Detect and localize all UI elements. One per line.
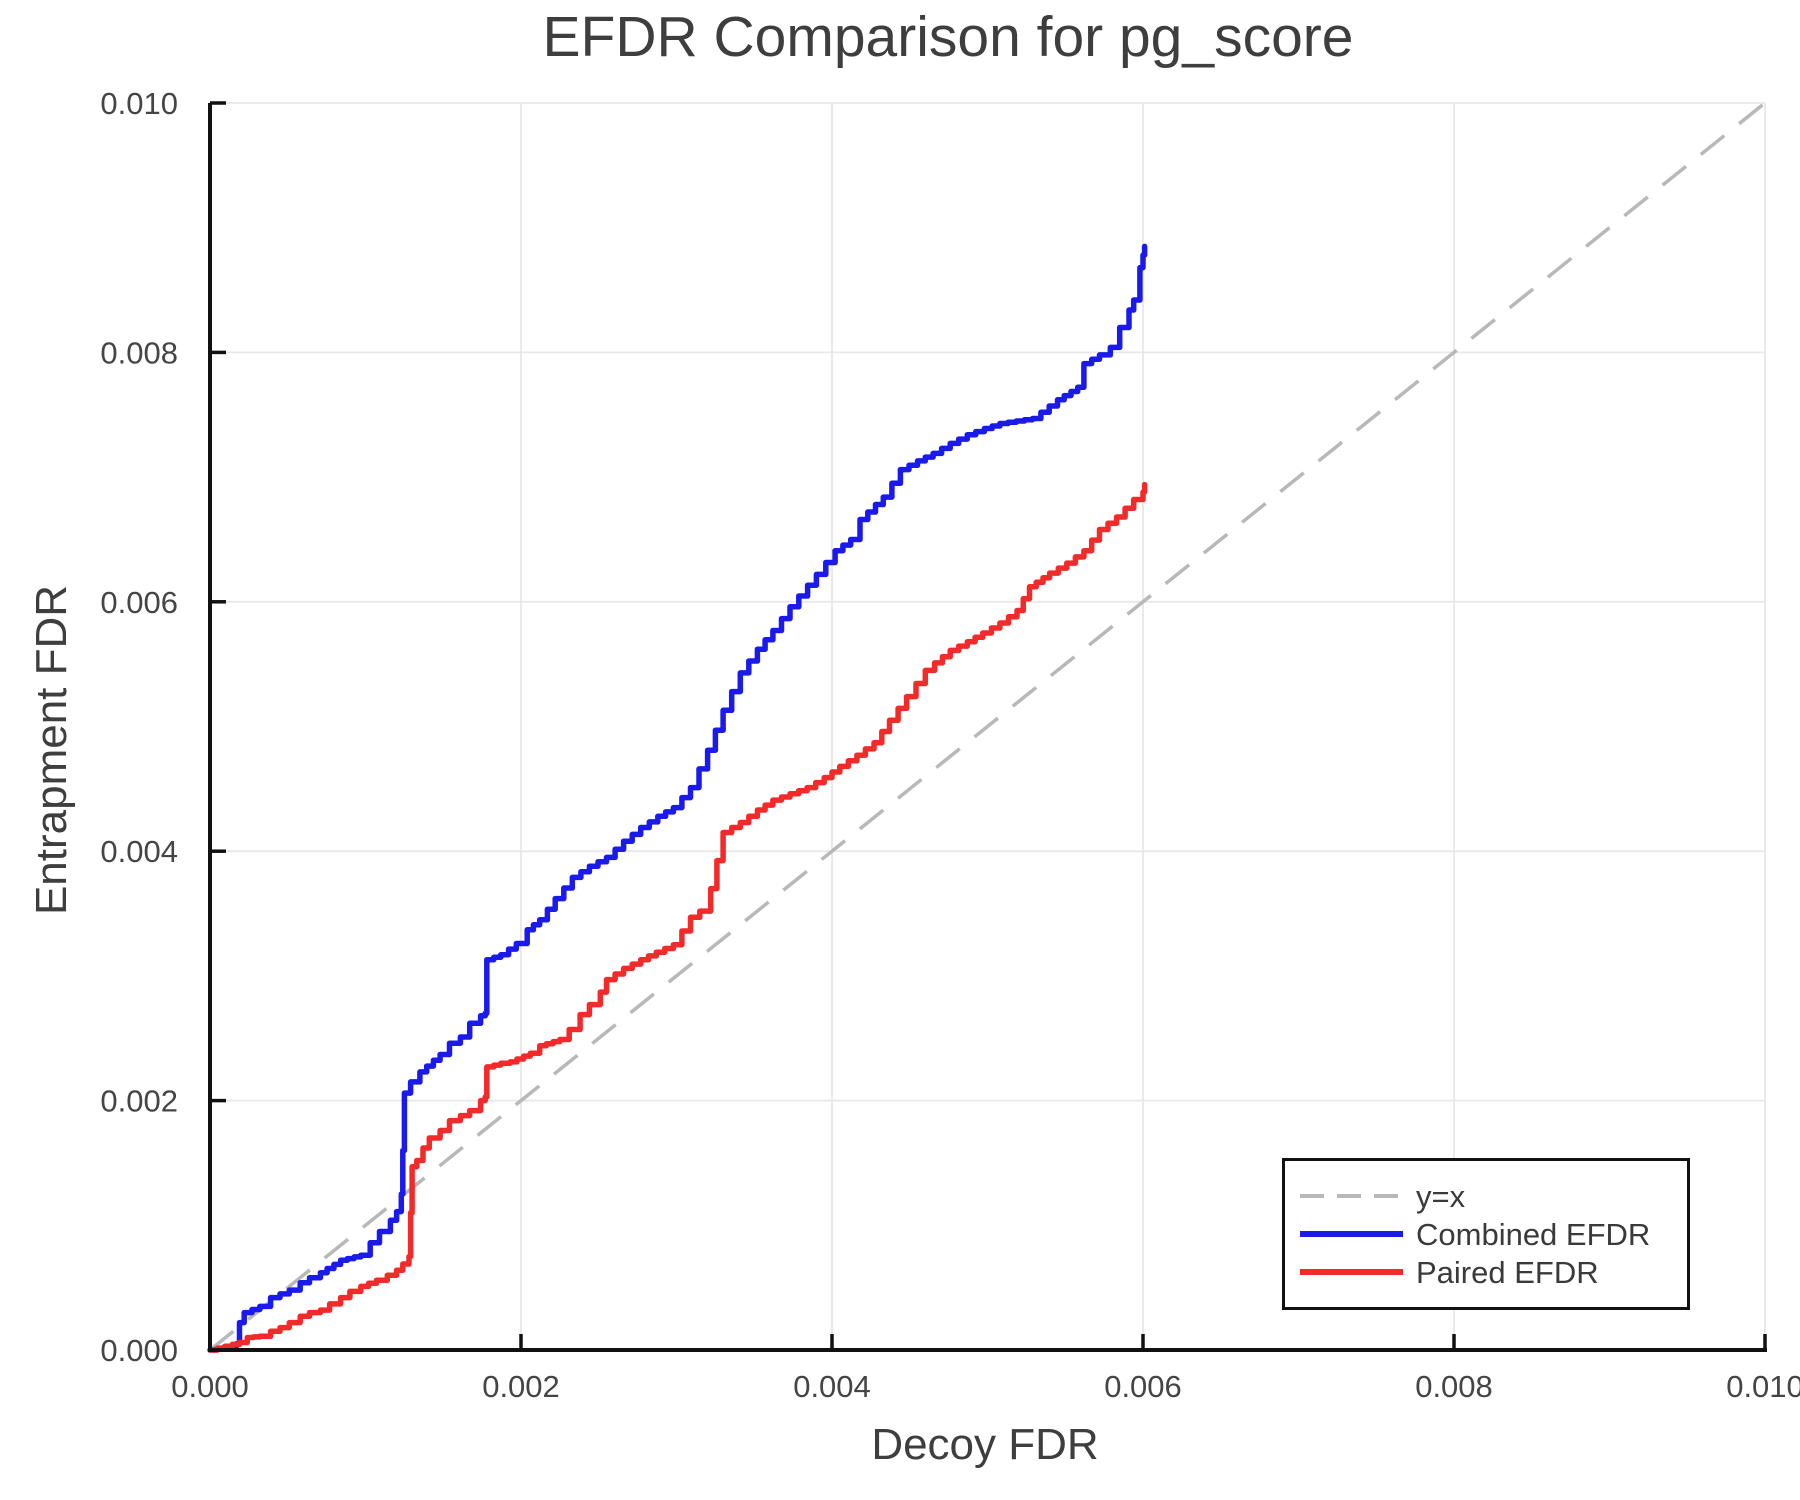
x-axis-label: Decoy FDR	[871, 1420, 1099, 1469]
combined-efdr-curve	[207, 243, 1148, 1353]
x-tick-label: 0.004	[793, 1369, 871, 1404]
x-tick-label: 0.006	[1104, 1369, 1182, 1404]
x-tick-label: 0.008	[1415, 1369, 1493, 1404]
combined-efdr-line-sample-icon	[1300, 1231, 1403, 1237]
y-tick-label: 0.008	[100, 335, 178, 370]
legend-label: Combined EFDR	[1416, 1216, 1651, 1252]
y-axis-label: Entrapment FDR	[27, 584, 76, 916]
axes-spines	[208, 103, 1767, 1352]
legend-item-combined-efdr: Combined EFDR	[1300, 1215, 1687, 1253]
paired-efdr-line-sample-icon	[1300, 1269, 1403, 1275]
identity-line-sample-icon	[1300, 1194, 1403, 1198]
identity-line	[208, 101, 1767, 1352]
legend-item-paired-efdr: Paired EFDR	[1300, 1253, 1687, 1291]
y-tick-label: 0.004	[100, 834, 178, 869]
paired-efdr-curve	[207, 481, 1148, 1353]
x-tick-label: 0.000	[171, 1369, 249, 1404]
x-tick-label: 0.002	[482, 1369, 560, 1404]
legend: y=x Combined EFDR Paired EFDR	[1282, 1158, 1690, 1310]
y-tick-label: 0.010	[100, 86, 178, 121]
legend-label: Paired EFDR	[1416, 1254, 1599, 1290]
legend-label: y=x	[1416, 1178, 1466, 1214]
y-tick-label: 0.000	[100, 1333, 178, 1368]
x-axis-ticks: 0.000 0.002 0.004 0.006 0.008 0.010	[171, 1334, 1800, 1404]
x-tick-label: 0.010	[1726, 1369, 1800, 1404]
legend-item-identity: y=x	[1300, 1177, 1687, 1215]
y-axis-ticks: 0.000 0.002 0.004 0.006 0.008 0.010	[100, 86, 226, 1368]
y-tick-label: 0.002	[100, 1084, 178, 1119]
data-series	[207, 101, 1767, 1353]
chart-title: EFDR Comparison for pg_score	[542, 5, 1354, 69]
y-tick-label: 0.006	[100, 585, 178, 620]
gridlines	[209, 102, 1766, 1351]
